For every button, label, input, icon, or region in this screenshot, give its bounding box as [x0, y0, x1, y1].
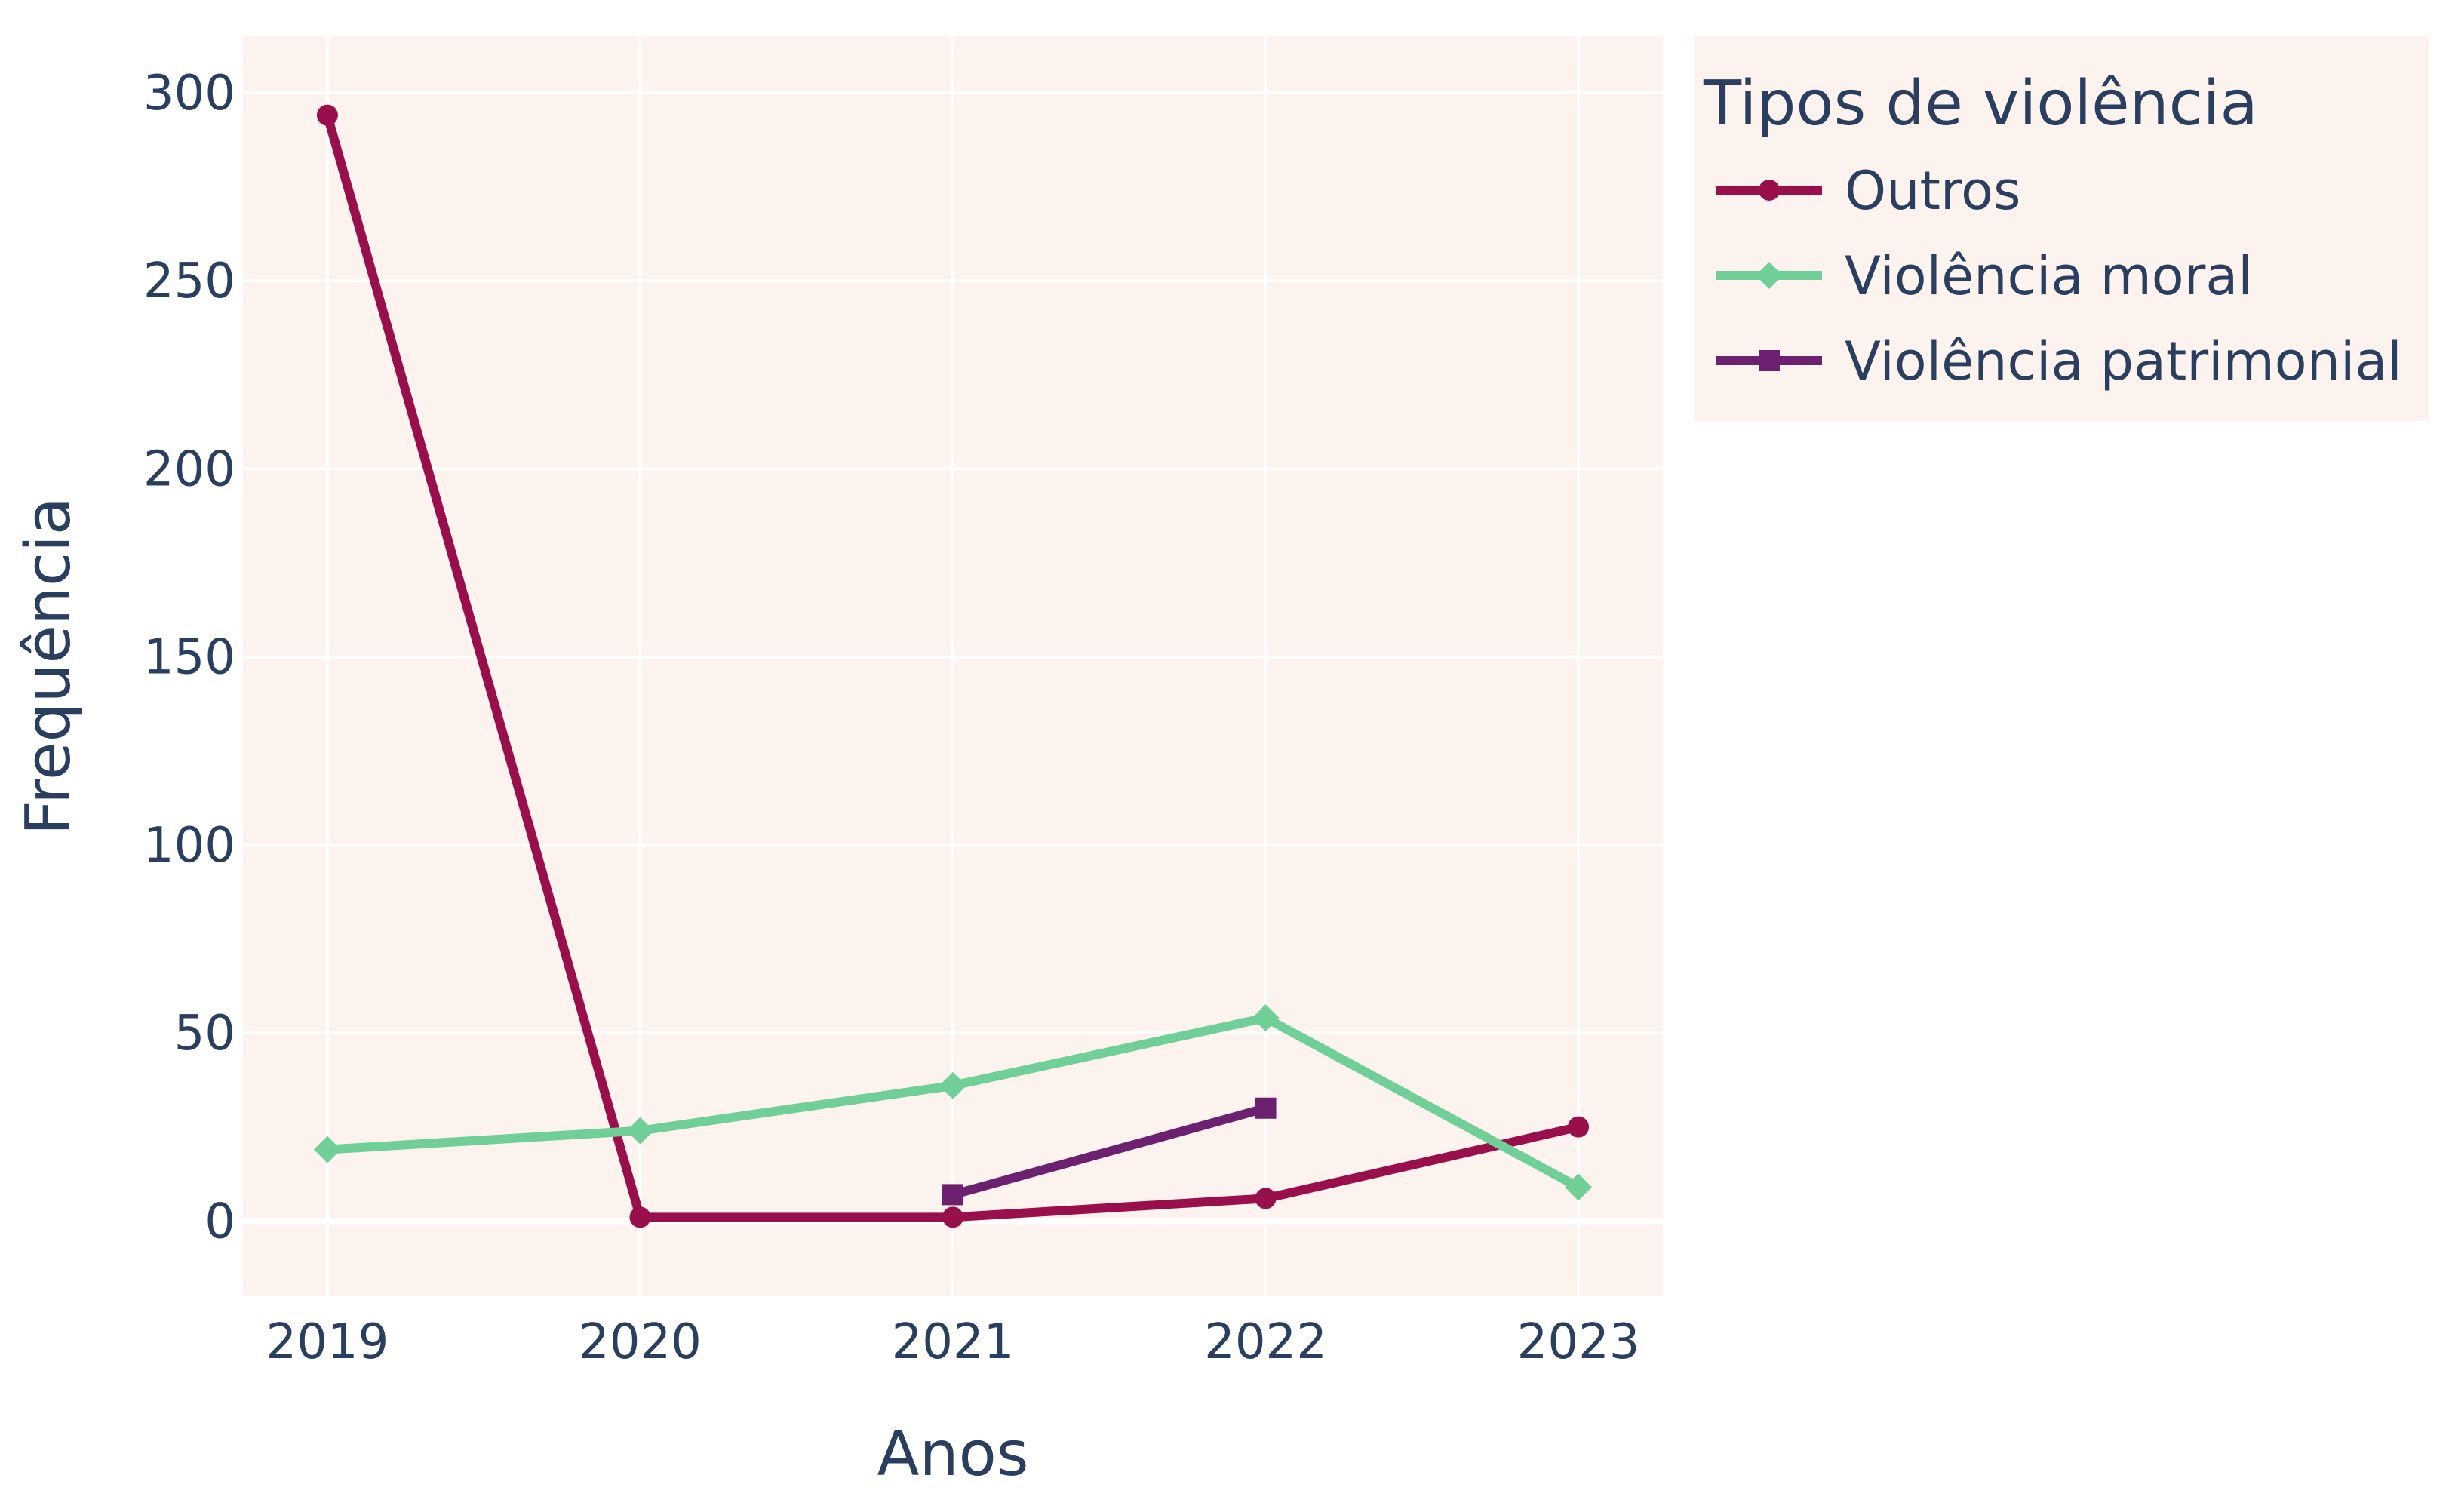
legend-marker — [1759, 350, 1780, 371]
legend-label: Outros — [1845, 160, 2020, 222]
legend-title: Tipos de violência — [1703, 68, 2258, 140]
legend-marker — [1756, 262, 1783, 289]
legend-label: Violência moral — [1845, 245, 2253, 307]
y-tick-label: 150 — [143, 630, 235, 686]
legend-item[interactable]: Violência moral — [1716, 245, 2253, 307]
data-point[interactable] — [313, 1136, 341, 1163]
x-axis-title: Anos — [877, 1418, 1029, 1490]
legend[interactable]: Tipos de violência Outros Violência moral… — [1694, 36, 2429, 421]
data-point[interactable] — [316, 104, 338, 126]
legend-item[interactable]: Violência patrimonial — [1716, 330, 2402, 392]
legend-marker — [1759, 180, 1780, 201]
y-tick-label: 0 — [204, 1194, 235, 1249]
x-tick-label: 2020 — [579, 1314, 702, 1370]
y-tick-label: 300 — [143, 66, 235, 121]
data-point[interactable] — [942, 1206, 963, 1228]
data-point[interactable] — [1565, 1173, 1593, 1201]
data-point[interactable] — [626, 1117, 654, 1145]
legend-label: Violência patrimonial — [1845, 330, 2402, 392]
data-point[interactable] — [942, 1184, 963, 1206]
legend-item[interactable]: Outros — [1716, 160, 2020, 222]
data-point[interactable] — [939, 1071, 966, 1099]
x-tick-label: 2019 — [266, 1314, 389, 1370]
data-point[interactable] — [629, 1206, 651, 1228]
y-tick-label: 50 — [174, 1006, 235, 1062]
series-outros — [316, 104, 1590, 1228]
series-layer — [313, 104, 1593, 1228]
x-tick-label: 2023 — [1517, 1314, 1640, 1370]
data-point[interactable] — [1568, 1116, 1590, 1138]
data-point[interactable] — [1255, 1097, 1277, 1119]
x-tick-label: 2021 — [892, 1314, 1015, 1370]
y-tick-label: 100 — [143, 818, 235, 874]
series-violência-patrimonial — [942, 1097, 1277, 1206]
x-tick-label: 2022 — [1204, 1314, 1327, 1370]
data-point[interactable] — [1255, 1188, 1277, 1209]
legend-items[interactable]: Outros Violência moral Violência patrimoni… — [1716, 160, 2402, 392]
y-axis-title: Frequência — [13, 497, 84, 835]
tick-labels: 2019 2020 2021 2022 2023 0 50 100 150 200 250 300 — [143, 66, 1640, 1370]
y-tick-label: 200 — [143, 441, 235, 497]
series-line[interactable] — [948, 1103, 1271, 1200]
series-violência-moral — [313, 1004, 1593, 1201]
data-point[interactable] — [1252, 1004, 1280, 1032]
y-tick-label: 250 — [143, 254, 235, 309]
